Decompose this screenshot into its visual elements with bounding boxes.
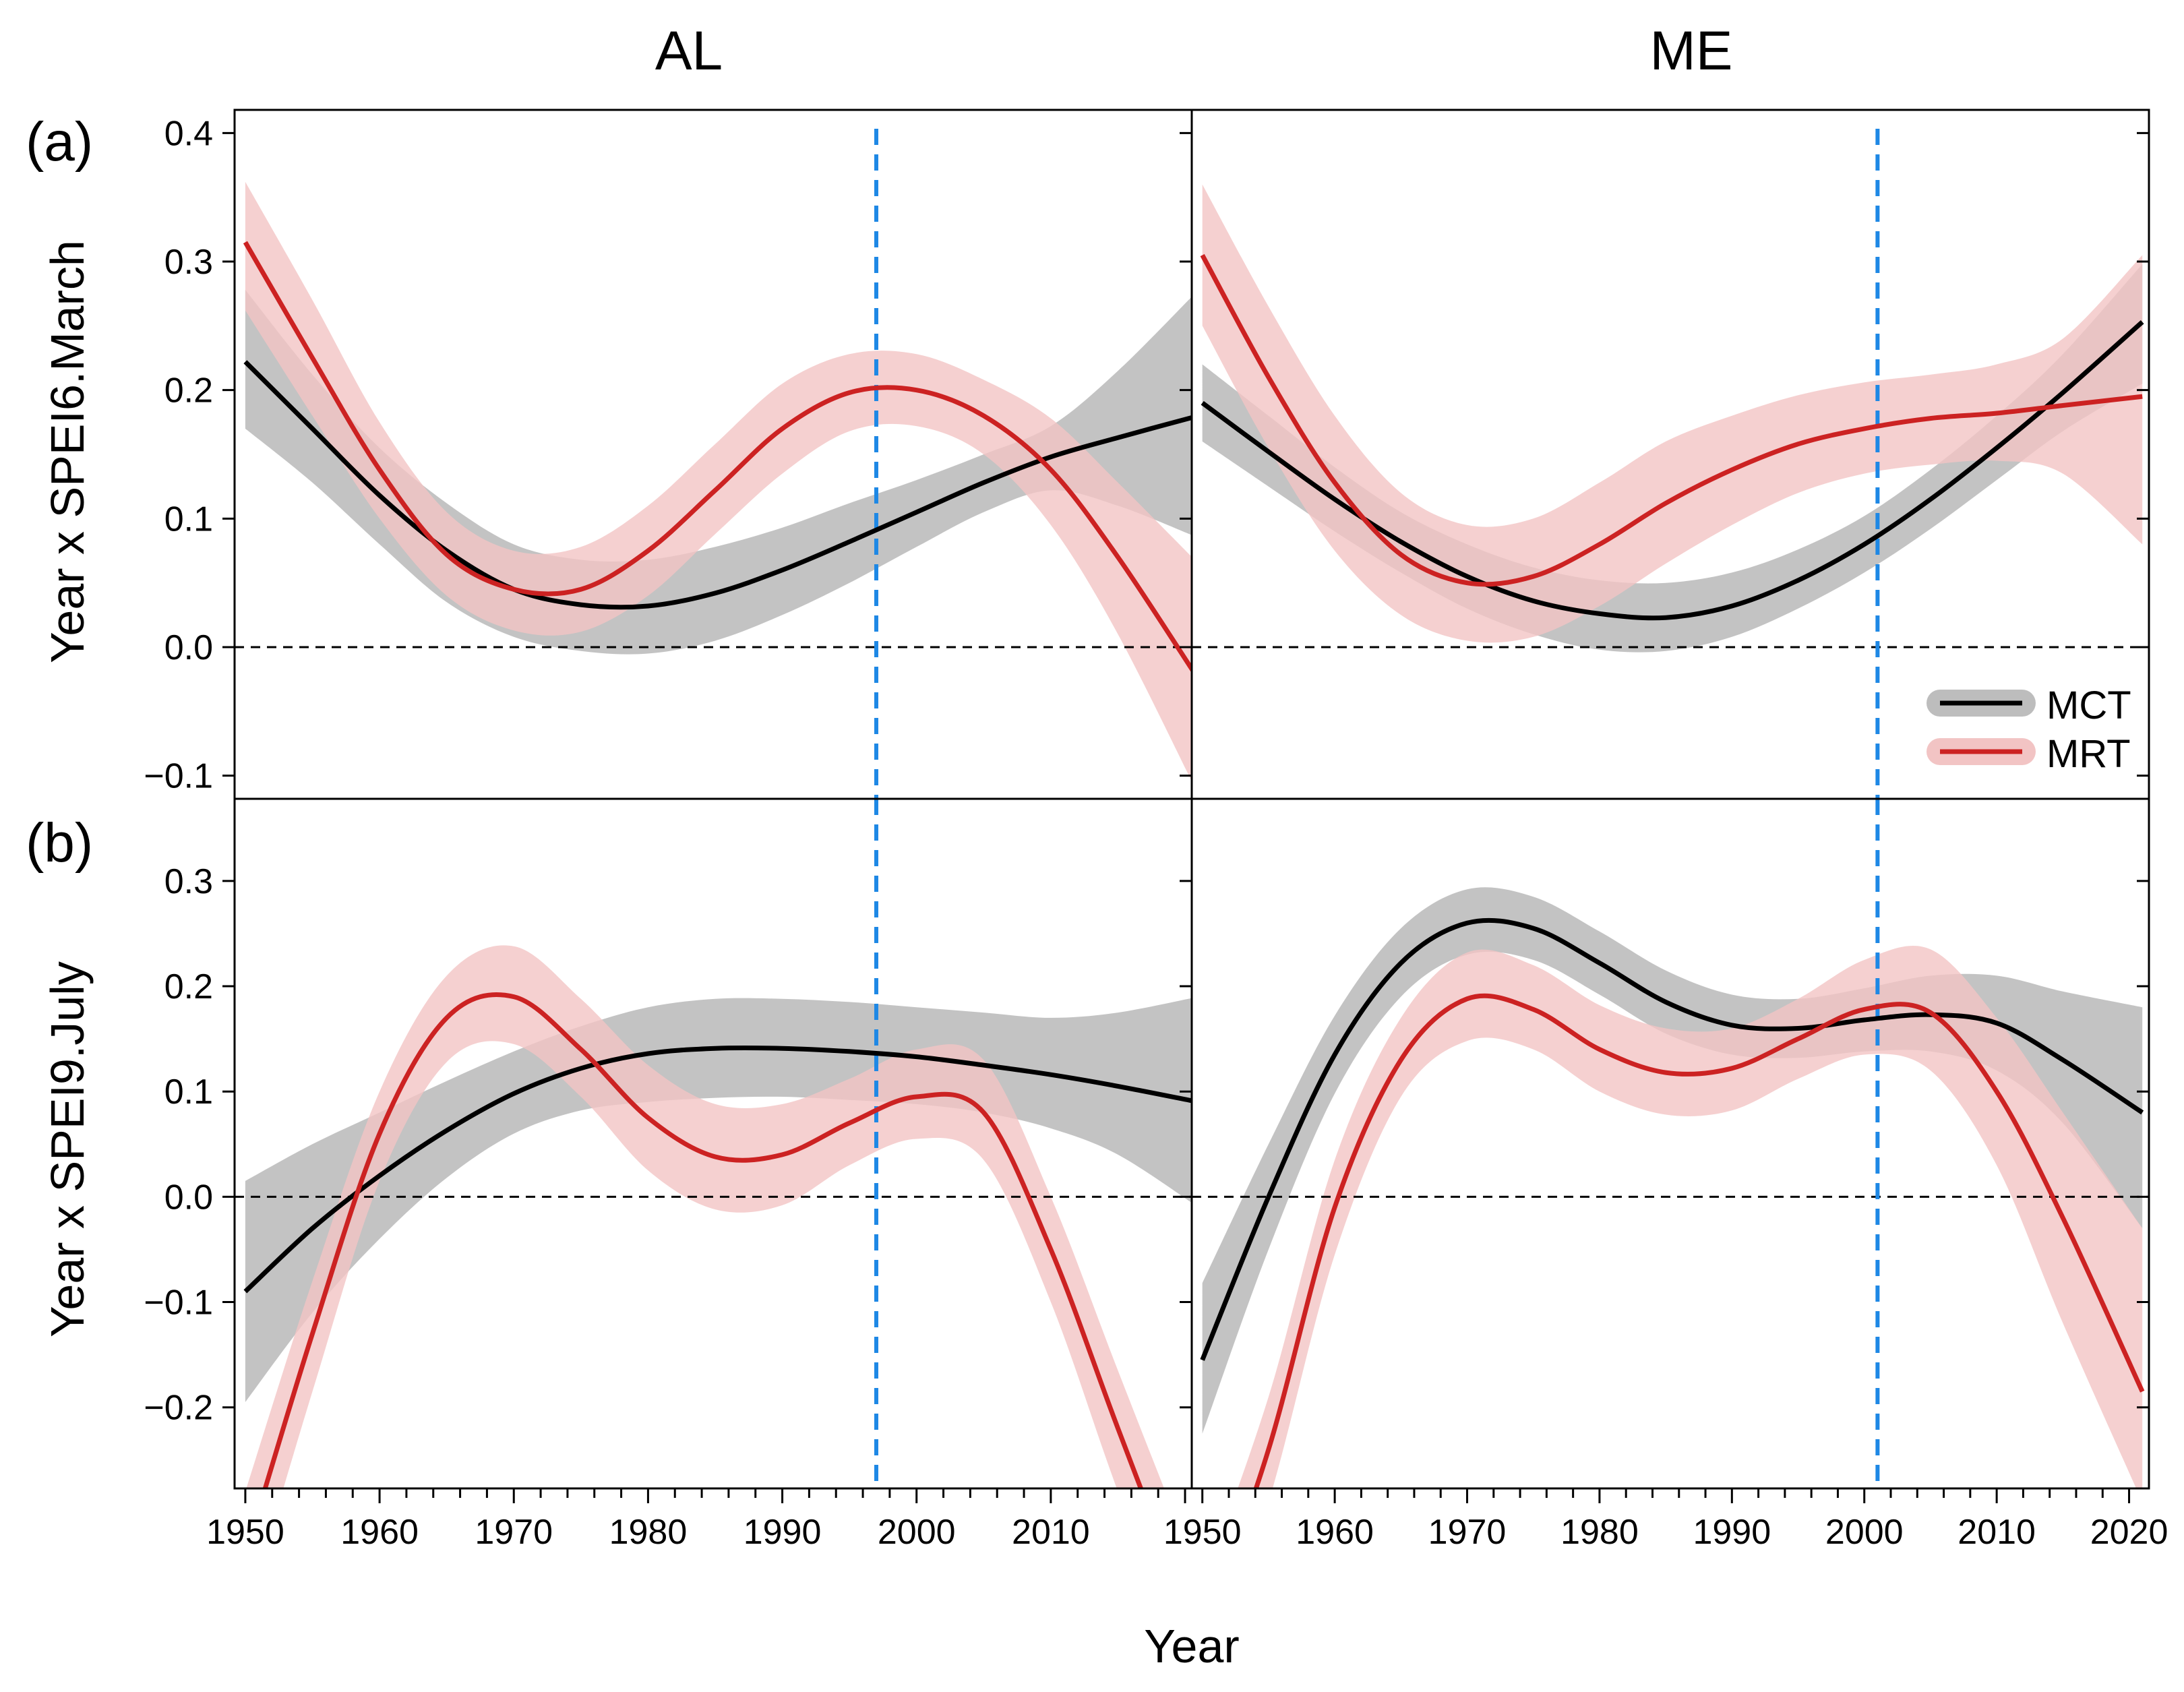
y-tick-label: 0.2 [164, 371, 213, 411]
y-tick-label: 0.0 [164, 628, 213, 667]
frame-b-me [1190, 797, 2150, 1490]
panel-a-me [1190, 109, 2150, 800]
legend: MCT MRT [1927, 684, 2131, 776]
plot-area-a-me [1192, 129, 2149, 799]
column-title-me: ME [1650, 20, 1733, 82]
y-axis-label-b: Year x SPEI9.July [41, 961, 94, 1337]
y-tick-label: 0.4 [164, 114, 213, 153]
legend-label-mrt: MRT [2046, 732, 2131, 776]
panel-b-al: −0.2 −0.1 0.0 0.1 0.2 0.3 1950 1960 1970 1980 1990… [144, 797, 1193, 1552]
y-tick-label: 0.0 [164, 1178, 213, 1217]
y-tick-label: 0.1 [164, 1072, 213, 1112]
row-label-a: (a) [26, 111, 93, 173]
y-tick-label: −0.1 [144, 1283, 213, 1323]
x-tick-label: 2000 [1825, 1513, 1904, 1552]
series-mrt-b-al [262, 992, 1144, 1488]
y-tick-label: 0.3 [164, 862, 213, 901]
x-tick-label: 2010 [1012, 1513, 1090, 1552]
series-mrt-a-me [1200, 253, 2143, 587]
band-mrt-b-me [1238, 945, 2143, 1488]
band-mrt-a-me [1202, 184, 2143, 643]
series-mrt-a-al [243, 241, 1192, 673]
series-mct-a-al [243, 360, 1192, 610]
y-tick-label: −0.2 [144, 1389, 213, 1428]
series-mct-a-me [1201, 320, 2144, 621]
legend-label-mct: MCT [2046, 684, 2131, 727]
series-mrt-b-me [1253, 993, 2145, 1488]
plot-area-b-al [235, 799, 1192, 1488]
x-tick-label: 1950 [206, 1513, 284, 1552]
row-label-b: (b) [26, 812, 93, 874]
y-tick-label: 0.1 [164, 500, 213, 539]
x-tick-label: 2010 [1958, 1513, 2036, 1552]
series-mct-b-me [1200, 917, 2144, 1361]
x-tick-label: 2020 [2090, 1513, 2168, 1552]
series-mct-b-al [243, 1045, 1192, 1294]
panels: −0.1 0.0 0.1 0.2 0.3 0.4 −0.2 −0.1 0.0 0.1 0.2 0.3 1… [144, 109, 2168, 1552]
x-tick-label: 1950 [1163, 1513, 1242, 1552]
y-tick-label: 0.2 [164, 967, 213, 1006]
x-tick-label: 2000 [878, 1513, 956, 1552]
plot-area-b-me [1192, 799, 2149, 1488]
x-tick-label: 1990 [1693, 1513, 1771, 1552]
x-tick-label: 1960 [1296, 1513, 1374, 1552]
x-tick-label: 1970 [1428, 1513, 1507, 1552]
band-mrt-b-al [246, 945, 1165, 1488]
plot-area-a-al [235, 129, 1192, 799]
x-tick-label: 1980 [1560, 1513, 1639, 1552]
x-tick-label: 1980 [609, 1513, 688, 1552]
x-tick-label: 1960 [340, 1513, 419, 1552]
panel-a-al: −0.1 0.0 0.1 0.2 0.3 0.4 [144, 109, 1193, 800]
y-tick-label: 0.3 [164, 243, 213, 282]
x-axis-label: Year [1144, 1620, 1239, 1672]
band-mrt-a-al [245, 181, 1192, 782]
y-axis-label-a: Year x SPEI6.March [41, 240, 94, 663]
column-title-al: AL [655, 20, 723, 82]
y-tick-label: −0.1 [144, 757, 213, 796]
x-tick-label: 1970 [475, 1513, 553, 1552]
x-tick-label: 1990 [744, 1513, 822, 1552]
panel-b-me: 1950 1960 1970 1980 1990 2000 2010 2020 [1163, 797, 2168, 1552]
